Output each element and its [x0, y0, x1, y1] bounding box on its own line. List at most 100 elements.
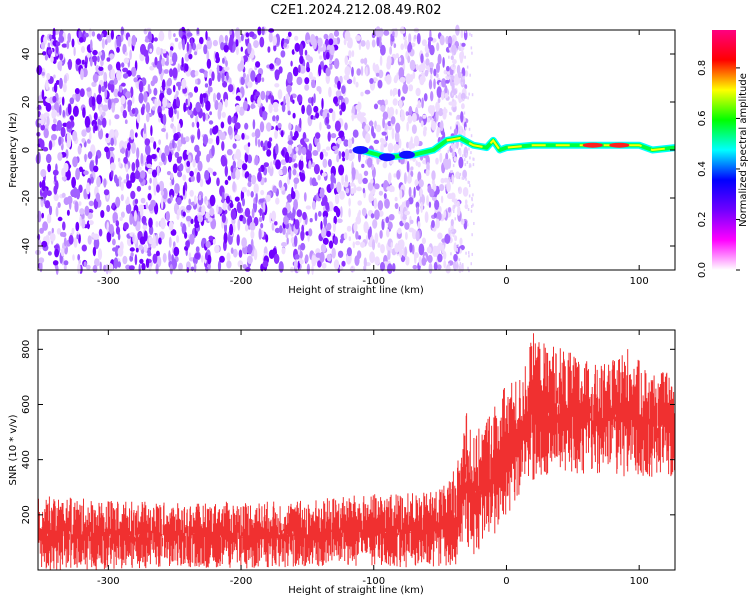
- spectrogram-cell: [162, 49, 167, 54]
- spectrogram-cell: [39, 181, 42, 189]
- spectrogram-cell: [81, 129, 87, 137]
- spectrogram-cell: [161, 58, 166, 67]
- spectrogram-cell: [194, 70, 199, 77]
- spectrogram-cell: [431, 196, 437, 201]
- spectrogram-cell: [61, 43, 68, 48]
- spectrogram-cell: [399, 246, 403, 259]
- spectrogram-cell: [122, 67, 129, 73]
- spectrogram-cell: [298, 159, 304, 171]
- spectrogram-cell: [57, 216, 63, 222]
- spectrogram-cell: [421, 257, 427, 266]
- spectrogram-cell: [192, 158, 196, 168]
- spectrogram-cell: [381, 131, 387, 136]
- spectrogram-cell: [470, 134, 473, 138]
- spectrogram-cell: [143, 49, 149, 57]
- spectrogram-cell: [463, 158, 466, 162]
- spectrogram-cell: [468, 194, 471, 198]
- spectrogram-cell: [53, 118, 57, 124]
- spectrogram-cell: [235, 104, 241, 113]
- spectrogram-cell: [461, 176, 464, 180]
- spectrogram-cell: [169, 264, 173, 275]
- spectrogram-cell: [284, 151, 290, 163]
- spectrogram-cell: [409, 242, 413, 253]
- y-tick-label: 600: [21, 395, 32, 414]
- spectrogram-cell: [93, 165, 99, 173]
- spectrogram-cell: [361, 163, 365, 168]
- spectrogram-cell: [105, 133, 109, 139]
- spectrogram-cell: [135, 158, 140, 168]
- spectrogram-cell: [145, 102, 151, 114]
- spectrogram-cell: [155, 250, 160, 257]
- spectrogram-cell: [363, 221, 369, 234]
- spectrogram-cell: [287, 144, 293, 155]
- spectrogram-cell: [385, 216, 390, 224]
- spectrogram-cell: [293, 177, 300, 184]
- spectrogram-cell: [139, 258, 144, 264]
- spectrogram-cell: [117, 90, 124, 98]
- spectrogram-cell: [394, 75, 398, 83]
- x-tick-label: 100: [630, 576, 649, 587]
- spectrogram-cell: [299, 172, 306, 182]
- spectrogram-cell: [376, 36, 380, 47]
- spectrogram-cell: [38, 239, 41, 246]
- spectrogram-cell: [124, 51, 128, 56]
- spectrogram-cell: [124, 119, 128, 124]
- spectrogram-cell: [219, 255, 225, 263]
- spectrogram-cell: [145, 258, 150, 269]
- spectrogram-cell: [346, 78, 353, 85]
- spectrogram-cell: [299, 65, 306, 74]
- spectrogram-cell: [75, 221, 80, 232]
- spectrogram-cell: [290, 94, 293, 103]
- spectrogram-cell: [437, 232, 443, 240]
- spectrogram-cell: [205, 200, 209, 207]
- spectrogram-cell: [58, 96, 62, 102]
- spectrogram-cell: [107, 64, 113, 72]
- spectrogram-cell: [413, 135, 420, 147]
- spectrogram-cell: [267, 140, 272, 149]
- spectrogram-cell: [81, 138, 86, 143]
- spectrogram-cell: [337, 250, 344, 258]
- spectrogram-cell: [294, 219, 300, 230]
- spectrogram-cell: [169, 142, 173, 150]
- spectrogram-cell: [77, 263, 81, 274]
- colorbar-tick-label: 0.4: [697, 161, 708, 177]
- spectrogram-cell: [369, 196, 375, 202]
- spectrogram-cell: [250, 191, 254, 198]
- spectrogram-cell: [176, 209, 182, 216]
- spectrogram-cell: [215, 51, 220, 60]
- spectrogram-cell: [176, 197, 182, 206]
- spectrogram-cell: [142, 225, 148, 230]
- spectrogram-cell: [53, 244, 60, 249]
- spectrogram-cell: [438, 108, 444, 117]
- spectrogram-cell: [409, 59, 416, 71]
- spectrogram-cell: [118, 161, 121, 168]
- spectrogram-cell: [377, 200, 384, 211]
- spectrogram-cell: [416, 33, 421, 45]
- spectrogram-cell: [351, 50, 355, 58]
- spectrogram-cell: [69, 115, 74, 122]
- spectrogram-cell: [265, 90, 270, 96]
- spectrogram-cell: [341, 151, 345, 158]
- spectrogram-cell: [433, 68, 437, 77]
- spectrogram-cell: [320, 243, 327, 253]
- spectrogram-cell: [407, 55, 411, 64]
- spectrogram-cell: [321, 227, 327, 239]
- spectrogram-cell: [182, 38, 186, 51]
- spectrogram-cell: [414, 179, 419, 187]
- spectrogram-cell: [461, 42, 466, 47]
- spectrogram-cell: [451, 151, 456, 158]
- spectrogram-cell: [324, 239, 328, 245]
- spectrogram-cell: [470, 262, 472, 266]
- spectrogram-cell: [468, 181, 470, 184]
- spectrogram-cell: [333, 259, 340, 270]
- spectrogram-cell: [422, 128, 427, 137]
- spectrogram-cell: [48, 140, 53, 151]
- spectrogram-cell: [212, 126, 218, 135]
- spectrogram-cell: [195, 78, 198, 85]
- spectrogram-cell: [53, 174, 57, 182]
- spectrogram-cell: [380, 104, 386, 113]
- spectrogram-cell: [78, 166, 83, 173]
- spectrogram-cell: [89, 58, 93, 67]
- spectrogram-cell: [358, 209, 362, 216]
